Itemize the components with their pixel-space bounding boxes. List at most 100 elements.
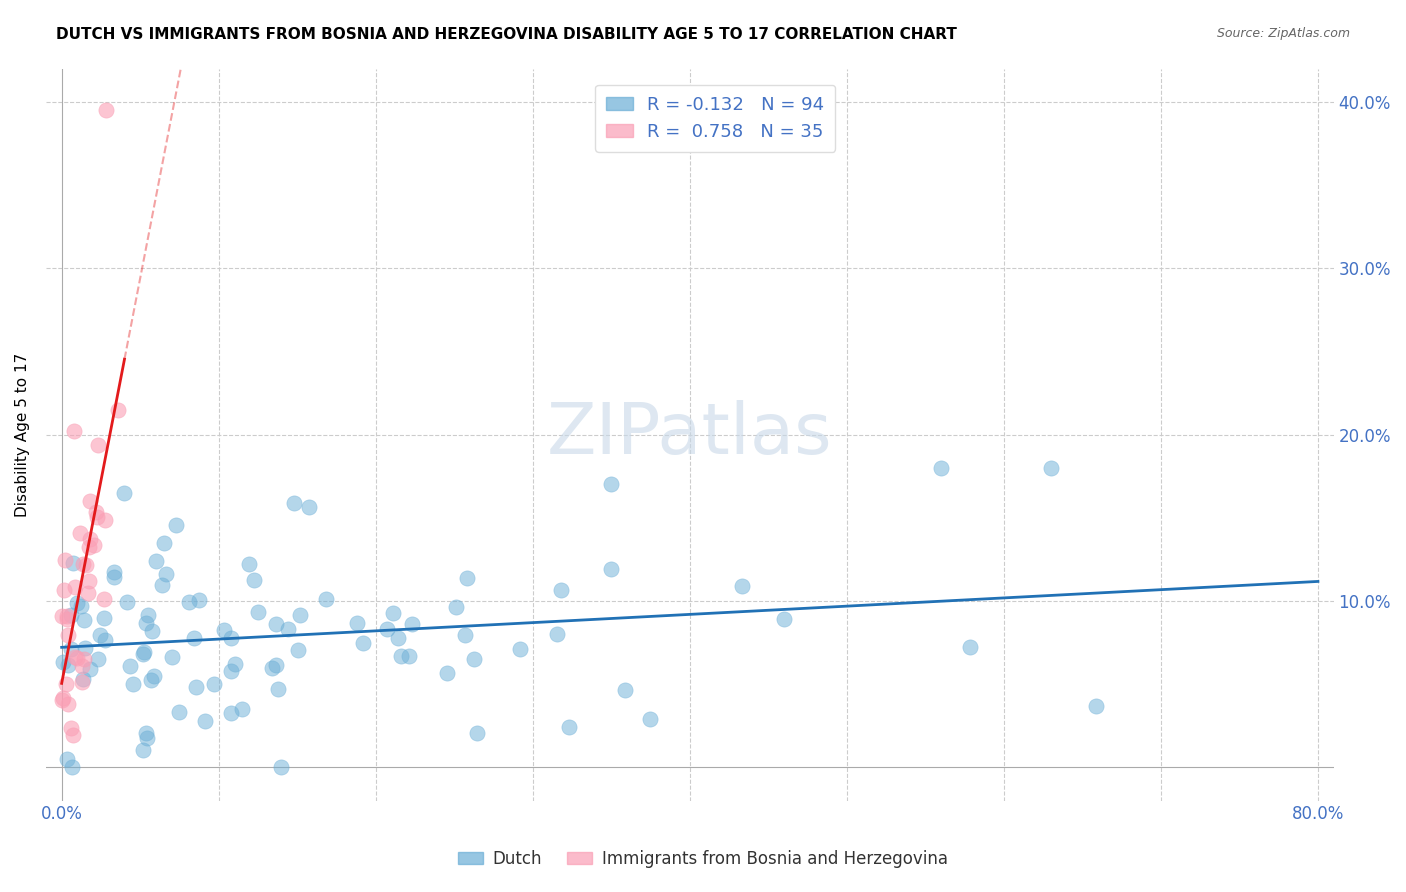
Legend: Dutch, Immigrants from Bosnia and Herzegovina: Dutch, Immigrants from Bosnia and Herzeg… — [451, 844, 955, 875]
Point — [65, 580, 87, 594]
Point — [600, 477, 623, 491]
Point — [959, 640, 981, 655]
Point — [238, 557, 260, 571]
Point — [465, 726, 488, 740]
Point — [70, 658, 93, 673]
Point — [66, 596, 89, 610]
Point — [72, 673, 94, 687]
Point — [143, 669, 166, 683]
Point — [202, 677, 225, 691]
Point — [93, 591, 115, 606]
Point — [132, 742, 155, 756]
Point — [135, 615, 157, 630]
Point — [444, 599, 467, 614]
Point — [614, 682, 637, 697]
Point — [219, 631, 242, 645]
Point — [87, 438, 110, 452]
Point — [231, 702, 253, 716]
Point — [122, 677, 145, 691]
Point — [287, 642, 309, 657]
Point — [436, 665, 458, 680]
Point — [62, 728, 84, 742]
Point — [139, 673, 162, 687]
Point — [51, 608, 73, 623]
Text: ZIPatlas: ZIPatlas — [547, 401, 832, 469]
Point — [145, 554, 167, 568]
Point — [59, 721, 82, 735]
Point — [55, 677, 77, 691]
Point — [177, 595, 200, 609]
Point — [79, 574, 101, 589]
Point — [93, 513, 115, 527]
Point — [150, 577, 173, 591]
Point — [247, 605, 270, 619]
Y-axis label: Disability Age 5 to 17: Disability Age 5 to 17 — [15, 352, 30, 516]
Point — [84, 504, 107, 518]
Point — [283, 496, 305, 510]
Point — [152, 536, 174, 550]
Point — [160, 650, 183, 665]
Point — [94, 633, 117, 648]
Point — [70, 675, 93, 690]
Point — [929, 460, 952, 475]
Point — [52, 690, 75, 705]
Text: DUTCH VS IMMIGRANTS FROM BOSNIA AND HERZEGOVINA DISABILITY AGE 5 TO 17 CORRELATI: DUTCH VS IMMIGRANTS FROM BOSNIA AND HERZ… — [56, 27, 957, 42]
Point — [183, 631, 205, 645]
Point — [73, 613, 96, 627]
Point — [79, 540, 101, 554]
Point — [87, 652, 110, 666]
Point — [86, 510, 108, 524]
Point — [62, 556, 84, 570]
Point — [70, 599, 93, 613]
Point — [194, 714, 217, 728]
Point — [55, 751, 77, 765]
Point — [141, 624, 163, 638]
Point — [453, 628, 475, 642]
Point — [155, 566, 177, 581]
Point — [56, 612, 79, 626]
Point — [599, 562, 621, 576]
Point — [277, 622, 299, 636]
Point — [270, 760, 292, 774]
Point — [242, 574, 264, 588]
Point — [315, 591, 337, 606]
Point — [1085, 698, 1108, 713]
Point — [56, 657, 79, 672]
Point — [93, 611, 115, 625]
Point — [94, 103, 117, 117]
Point — [114, 485, 136, 500]
Point — [60, 641, 83, 656]
Point — [558, 720, 581, 734]
Point — [53, 582, 76, 597]
Point — [72, 557, 94, 571]
Point — [56, 609, 79, 624]
Point — [69, 525, 91, 540]
Point — [73, 641, 96, 656]
Point — [103, 566, 125, 580]
Point — [135, 731, 157, 746]
Point — [352, 636, 374, 650]
Legend: R = -0.132   N = 94, R =  0.758   N = 35: R = -0.132 N = 94, R = 0.758 N = 35 — [595, 85, 835, 152]
Point — [346, 615, 368, 630]
Point — [79, 494, 101, 508]
Point — [1039, 460, 1062, 475]
Point — [463, 652, 485, 666]
Point — [398, 649, 420, 664]
Point — [773, 612, 796, 626]
Point — [89, 627, 111, 641]
Point — [60, 760, 83, 774]
Point — [221, 706, 243, 720]
Point — [115, 595, 138, 609]
Point — [118, 658, 141, 673]
Point — [375, 622, 398, 636]
Point — [260, 661, 283, 675]
Point — [79, 532, 101, 546]
Point — [107, 403, 129, 417]
Point — [132, 647, 155, 661]
Point — [267, 681, 290, 696]
Point — [79, 662, 101, 676]
Text: Source: ZipAtlas.com: Source: ZipAtlas.com — [1216, 27, 1350, 40]
Point — [55, 553, 77, 567]
Point — [63, 425, 86, 439]
Point — [188, 593, 211, 607]
